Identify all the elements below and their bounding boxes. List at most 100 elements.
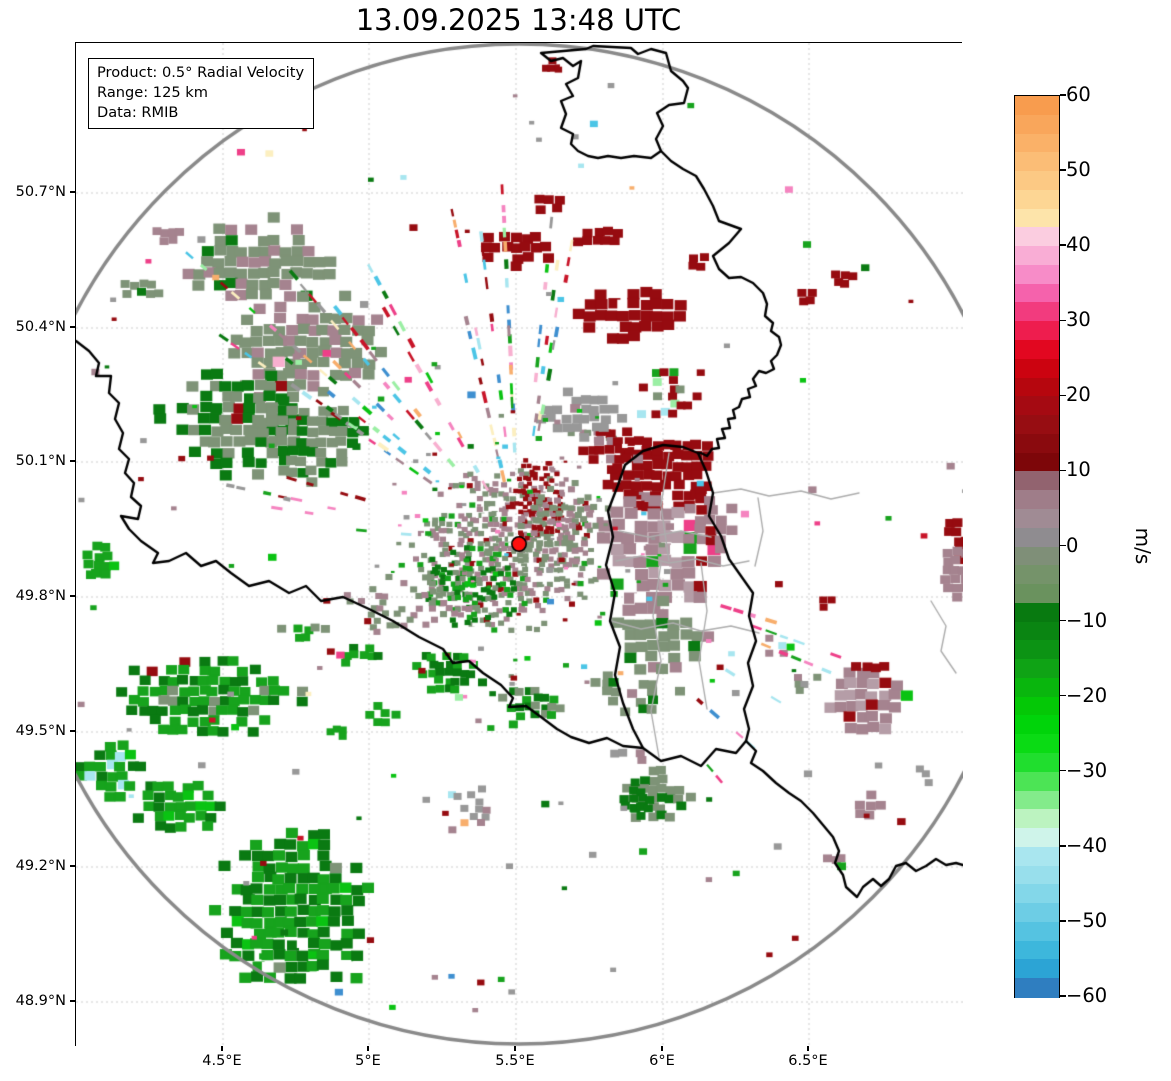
y-tick-mark [70, 191, 75, 193]
x-tick-mark [807, 1046, 809, 1051]
radar-map-canvas [76, 43, 963, 1047]
colorbar-tick-mark [1060, 995, 1066, 997]
colorbar-tick-label: 20 [1066, 383, 1091, 407]
colorbar-tick-mark [1060, 619, 1066, 622]
colorbar-segment [1015, 884, 1059, 904]
colorbar-segment [1015, 734, 1059, 754]
colorbar-tick-label: 10 [1066, 458, 1091, 482]
colorbar-segment [1015, 114, 1059, 135]
colorbar-segment [1015, 584, 1059, 604]
y-tick-label: 49.5°N [15, 723, 66, 739]
y-tick-mark [70, 865, 75, 867]
colorbar-segment [1015, 189, 1059, 210]
colorbar-segment [1015, 471, 1059, 491]
info-range: Range: 125 km [97, 83, 208, 101]
x-tick-mark [514, 1046, 516, 1051]
colorbar-tick-label: −20 [1066, 683, 1108, 707]
x-tick-label: 4.5°E [202, 1053, 242, 1069]
colorbar-segment [1015, 602, 1059, 623]
colorbar-segment [1015, 565, 1059, 585]
x-tick-label: 6°E [649, 1053, 675, 1069]
product-info-box: Product: 0.5° Radial Velocity Range: 125… [88, 58, 315, 129]
x-tick-label: 6.5°E [788, 1053, 828, 1069]
x-tick-label: 5.5°E [495, 1053, 535, 1069]
colorbar-segment [1015, 96, 1059, 116]
colorbar-tick-label: −10 [1066, 608, 1108, 632]
colorbar-segment [1015, 771, 1059, 792]
colorbar-segment [1015, 621, 1059, 642]
colorbar-segment [1015, 921, 1059, 942]
x-tick-mark [367, 1046, 369, 1051]
colorbar-segment [1015, 452, 1059, 473]
map-plot-area: Product: 0.5° Radial Velocity Range: 125… [75, 42, 963, 1047]
colorbar-tick-mark [1060, 694, 1066, 697]
colorbar-segment [1015, 640, 1059, 660]
colorbar-segment [1015, 752, 1059, 773]
colorbar-segment [1015, 152, 1059, 172]
colorbar-tick-mark [1060, 845, 1066, 847]
colorbar-segment [1015, 490, 1059, 510]
y-tick-label: 48.9°N [15, 993, 66, 1009]
colorbar-segment [1015, 715, 1059, 735]
colorbar-tick-mark [1060, 469, 1066, 472]
colorbar-tick-mark [1060, 319, 1066, 321]
y-tick-mark [70, 1000, 75, 1002]
colorbar-tick-mark [1060, 169, 1066, 171]
x-tick-mark [661, 1046, 663, 1051]
info-product: Product: 0.5° Radial Velocity [97, 64, 305, 81]
x-tick-mark [221, 1046, 223, 1051]
colorbar-segment [1015, 546, 1059, 567]
colorbar-tick-label: 40 [1066, 233, 1091, 257]
colorbar-segment [1015, 358, 1059, 379]
y-tick-label: 50.1°N [15, 453, 66, 469]
colorbar-segment [1015, 959, 1059, 980]
colorbar-segment [1015, 903, 1059, 923]
y-tick-label: 50.4°N [15, 319, 66, 335]
y-tick-mark [70, 730, 75, 732]
colorbar-tick-label: 50 [1066, 158, 1091, 182]
colorbar-segment [1015, 415, 1059, 435]
colorbar-tick-mark [1060, 920, 1066, 922]
colorbar-segment [1015, 396, 1059, 416]
colorbar-tick-mark [1060, 770, 1066, 772]
colorbar-tick-label: −30 [1066, 758, 1108, 782]
colorbar-segment [1015, 508, 1059, 529]
colorbar-tick-label: −40 [1066, 833, 1108, 857]
colorbar-segment [1015, 790, 1059, 811]
colorbar-segment [1015, 978, 1059, 998]
y-tick-mark [70, 326, 75, 328]
colorbar-segment [1015, 208, 1059, 229]
colorbar-segment [1015, 809, 1059, 829]
colorbar-segment [1015, 377, 1059, 398]
colorbar-tick-label: −50 [1066, 908, 1108, 932]
colorbar-segment [1015, 283, 1059, 304]
y-tick-mark [70, 460, 75, 462]
colorbar-segment [1015, 846, 1059, 867]
colorbar-segment [1015, 133, 1059, 154]
x-tick-label: 5°E [355, 1053, 381, 1069]
colorbar-tick-label: 30 [1066, 308, 1091, 332]
colorbar-tick-mark [1060, 94, 1066, 96]
colorbar-tick-label: 60 [1066, 83, 1091, 106]
colorbar-segment [1015, 677, 1059, 698]
colorbar-segment [1015, 828, 1059, 848]
y-tick-mark [70, 595, 75, 597]
colorbar-segment [1015, 659, 1059, 679]
colorbar-segment [1015, 696, 1059, 717]
colorbar-segment [1015, 302, 1059, 323]
colorbar-tick-mark [1060, 394, 1066, 397]
y-tick-label: 49.2°N [15, 858, 66, 874]
colorbar-tick-mark [1060, 544, 1066, 547]
colorbar-segment [1015, 264, 1059, 285]
info-source: Data: RMIB [97, 103, 179, 121]
colorbar-segment [1015, 171, 1059, 191]
figure-title: 13.09.2025 13:48 UTC [355, 3, 682, 37]
colorbar-segment [1015, 940, 1059, 961]
colorbar-segment [1015, 433, 1059, 454]
colorbar-tick-label: −60 [1066, 984, 1108, 1007]
colorbar-segment [1015, 865, 1059, 886]
y-tick-label: 49.8°N [15, 588, 66, 604]
colorbar-segment [1015, 340, 1059, 360]
colorbar-tick-label: 0 [1066, 533, 1079, 557]
colorbar-unit-label: m/s [1131, 527, 1155, 565]
